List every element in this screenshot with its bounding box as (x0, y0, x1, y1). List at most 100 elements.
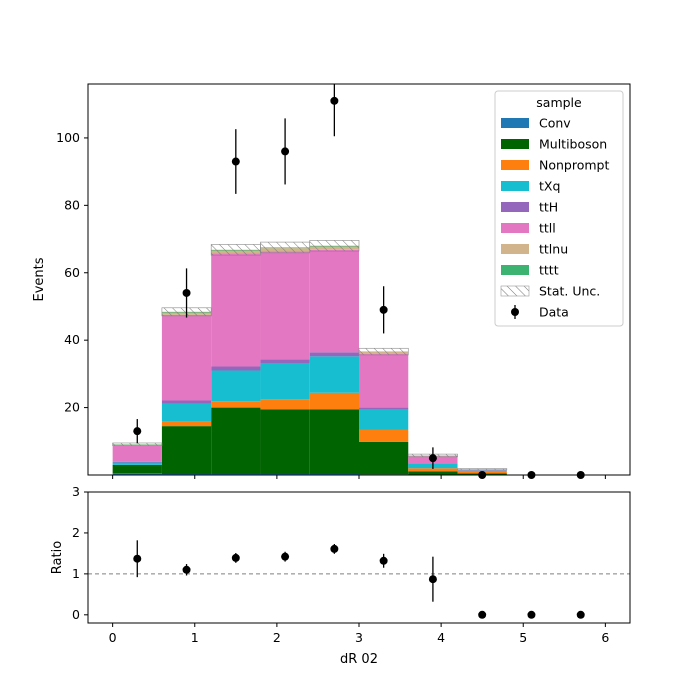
bar-txq-bin-5 (359, 409, 409, 430)
xtick-label-4: 4 (437, 630, 445, 645)
legend-swatch-ttll (501, 223, 529, 233)
xtick-label-6: 6 (601, 630, 609, 645)
bar-ttll-bin-5 (359, 353, 409, 408)
main-y-axis-label: Events (32, 257, 47, 301)
legend-label-nonprompt: Nonprompt (539, 158, 609, 173)
bar-txq-bin-0 (112, 462, 162, 465)
legend: sample Conv Multiboson Nonprompt tXq ttH ttll t… (494, 90, 624, 327)
xtick-label-0: 0 (109, 630, 117, 645)
bar-multiboson-bin-1 (161, 426, 212, 474)
bar-nonprompt-bin-6 (408, 468, 458, 472)
data-point-6 (428, 454, 437, 463)
ratio-point-1 (182, 565, 191, 574)
bar-tth-bin-5 (359, 407, 409, 410)
ratio-y-axis-label: Ratio (50, 541, 65, 574)
legend-swatch-ttlnu (501, 244, 529, 254)
legend-label-tth: ttH (539, 200, 558, 215)
legend-label-ttll: ttll (539, 221, 556, 236)
legend-data-marker (511, 308, 519, 316)
xtick-label-5: 5 (519, 630, 527, 645)
legend-swatch-nonprompt (501, 160, 529, 170)
stat-unc-band-bin-5 (358, 347, 409, 356)
bar-conv-bin-1 (161, 473, 212, 475)
main-ytick-label-40: 40 (64, 332, 80, 347)
stat-unc-band-bin-7 (457, 468, 508, 471)
legend-label-data: Data (539, 305, 569, 320)
stat-unc-band-bin-4 (309, 240, 360, 252)
xtick-label-1: 1 (191, 630, 199, 645)
bar-ttll-bin-2 (211, 253, 261, 367)
bar-multiboson-bin-2 (211, 407, 261, 474)
ratio-ytick-label-0: 0 (72, 607, 80, 622)
main-ytick-label-100: 100 (56, 130, 80, 145)
ratio-point-6 (428, 575, 437, 584)
legend-swatch-tttt (501, 265, 529, 275)
bar-conv-bin-4 (309, 473, 359, 475)
xtick-label-2: 2 (273, 630, 281, 645)
stat-unc-band-bin-2 (210, 244, 261, 256)
bar-ttll-bin-1 (161, 314, 212, 401)
bar-conv-bin-2 (211, 473, 261, 475)
legend-label-ttlnu: ttlnu (539, 242, 568, 257)
bar-multiboson-bin-3 (260, 409, 310, 474)
main-panel: 20 40 60 80 100 Events (32, 83, 631, 479)
bar-txq-bin-2 (211, 370, 261, 402)
ratio-axes-frame (87, 491, 631, 624)
bar-tth-bin-2 (211, 366, 261, 371)
ratio-ytick-label-1: 1 (72, 566, 80, 581)
bar-multiboson-bin-0 (112, 464, 162, 474)
data-point-2 (231, 157, 240, 166)
legend-label-multiboson: Multiboson (539, 137, 607, 152)
bar-nonprompt-bin-5 (359, 429, 409, 442)
ratio-ytick-label-3: 3 (72, 484, 80, 499)
ratio-point-0 (133, 554, 142, 563)
stat-unc-band-bin-3 (260, 241, 311, 254)
legend-swatch-multiboson (501, 139, 529, 149)
legend-label-conv: Conv (539, 116, 571, 131)
legend-label-stat-unc: Stat. Unc. (539, 284, 600, 299)
bar-nonprompt-bin-4 (309, 392, 359, 410)
ratio-point-3 (281, 552, 290, 561)
ratio-ytick-label-2: 2 (72, 525, 80, 540)
bar-conv-bin-0 (112, 473, 162, 475)
legend-swatch-conv (501, 118, 529, 128)
data-point-3 (281, 147, 290, 156)
data-point-0 (133, 427, 142, 436)
legend-label-tttt: tttt (539, 263, 559, 278)
ratio-point-4 (330, 544, 339, 553)
legend-swatch-txq (501, 181, 529, 191)
ratio-point-8 (527, 610, 536, 619)
bar-multiboson-bin-4 (309, 409, 359, 474)
bar-txq-bin-4 (309, 356, 359, 393)
main-ytick-label-60: 60 (64, 265, 80, 280)
bar-ttll-bin-4 (309, 249, 359, 353)
data-point-5 (379, 305, 388, 314)
bar-nonprompt-bin-2 (211, 401, 261, 408)
bar-txq-bin-3 (260, 363, 310, 400)
bar-multiboson-bin-6 (408, 471, 458, 475)
x-axis-label: dR 02 (340, 652, 378, 667)
legend-label-txq: tXq (539, 179, 560, 194)
ratio-point-7 (478, 610, 487, 619)
bar-tth-bin-4 (309, 352, 359, 357)
bar-nonprompt-bin-1 (161, 421, 212, 427)
data-point-1 (182, 288, 191, 297)
legend-title: sample (536, 95, 582, 110)
bar-tth-bin-1 (161, 400, 212, 404)
data-point-4 (330, 96, 339, 105)
ratio-point-2 (231, 553, 240, 562)
xtick-label-3: 3 (355, 630, 363, 645)
bar-ttll-bin-3 (260, 251, 310, 360)
ratio-point-5 (379, 556, 388, 565)
bar-ttll-bin-0 (112, 445, 162, 462)
main-ytick-label-20: 20 (64, 400, 80, 415)
ratio-panel: 0 1 2 3 0 1 2 3 4 5 6 Ratio dR 02 (50, 484, 631, 667)
bar-tth-bin-3 (260, 359, 310, 364)
legend-swatch-stat-unc (500, 285, 530, 297)
legend-swatch-tth (501, 202, 529, 212)
bar-multiboson-bin-5 (359, 441, 409, 475)
bar-conv-bin-3 (260, 473, 310, 475)
main-ytick-label-80: 80 (64, 197, 80, 212)
bar-nonprompt-bin-3 (260, 399, 310, 410)
